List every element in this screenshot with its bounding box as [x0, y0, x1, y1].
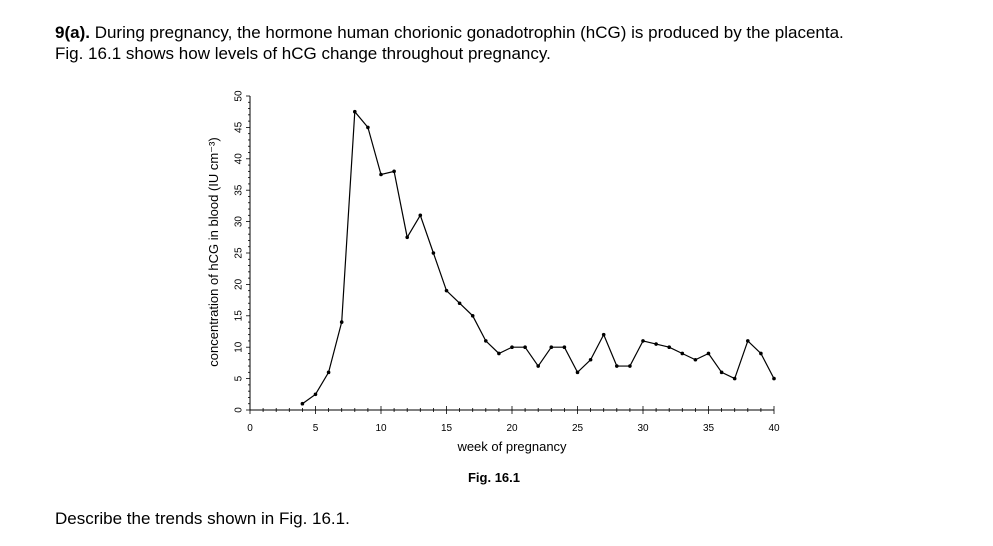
data-point [667, 345, 671, 350]
x-tick-label: 5 [313, 423, 319, 434]
y-tick-label: 45 [234, 121, 245, 133]
question-number: 9(a). [55, 23, 90, 42]
data-point [575, 370, 580, 375]
data-point [615, 364, 619, 368]
x-tick-label: 0 [247, 423, 253, 434]
data-point [772, 376, 776, 381]
data-point [457, 301, 462, 306]
data-point [300, 401, 305, 406]
data-point [339, 320, 344, 324]
question-prompt: Describe the trends shown in Fig. 16.1. [55, 509, 350, 528]
series-line [302, 110, 775, 405]
data-point [405, 235, 410, 240]
y-tick-label: 30 [234, 216, 245, 228]
y-tick-label: 20 [234, 278, 245, 290]
data-point [353, 109, 357, 114]
data-point [628, 364, 632, 368]
data-point [366, 125, 370, 130]
data-point [732, 376, 737, 381]
x-tick-label: 25 [572, 423, 584, 434]
data-point [379, 172, 383, 177]
x-axis-ticks: 0 5 10 15 20 25 30 35 40 [247, 406, 780, 434]
x-tick-label: 20 [506, 423, 518, 434]
data-point [654, 342, 658, 346]
data-point [444, 288, 449, 293]
data-point [641, 339, 645, 343]
y-tick-label: 50 [234, 90, 245, 102]
x-tick-label: 40 [768, 423, 780, 434]
data-point [719, 370, 724, 375]
data-point [523, 345, 527, 350]
x-tick-label: 30 [637, 423, 649, 434]
y-tick-label: 40 [234, 153, 245, 165]
question-line-1: During pregnancy, the hormone human chor… [94, 23, 844, 42]
y-tick-label: 15 [234, 310, 245, 322]
data-point [746, 339, 750, 343]
y-axis-title: concentration of hCG in blood (IU cm⁻³) [206, 137, 221, 366]
data-point [549, 345, 554, 350]
y-tick-label: 5 [234, 375, 245, 381]
data-point [313, 392, 318, 397]
data-point [706, 351, 711, 356]
x-tick-label: 15 [441, 423, 453, 434]
data-point [431, 251, 436, 255]
data-point [497, 351, 501, 356]
y-axis-ticks: 0 5 10 15 20 25 30 35 40 45 50 [234, 90, 250, 413]
x-axis-title: week of pregnancy [456, 439, 567, 454]
chart-axes [249, 96, 774, 411]
data-point [470, 314, 475, 318]
data-point [588, 357, 593, 362]
data-point [510, 345, 514, 350]
y-tick-label: 35 [234, 184, 245, 196]
data-point [680, 351, 685, 356]
y-tick-label: 0 [234, 407, 245, 413]
data-point [601, 332, 606, 337]
question-text: 9(a). During pregnancy, the hormone huma… [55, 22, 975, 64]
question-line-2: Fig. 16.1 shows how levels of hCG change… [55, 44, 551, 63]
x-tick-label: 10 [375, 423, 387, 434]
figure-caption: Fig. 16.1 [468, 470, 520, 485]
data-point [759, 351, 763, 356]
data-point [693, 357, 698, 362]
data-point [392, 169, 396, 174]
data-series [300, 109, 776, 406]
data-point [562, 345, 567, 350]
y-tick-label: 10 [234, 341, 245, 353]
data-point [536, 364, 540, 368]
data-point [326, 370, 331, 375]
x-tick-label: 35 [703, 423, 715, 434]
data-point [484, 339, 488, 343]
data-point [418, 213, 423, 218]
y-tick-label: 25 [234, 247, 245, 259]
